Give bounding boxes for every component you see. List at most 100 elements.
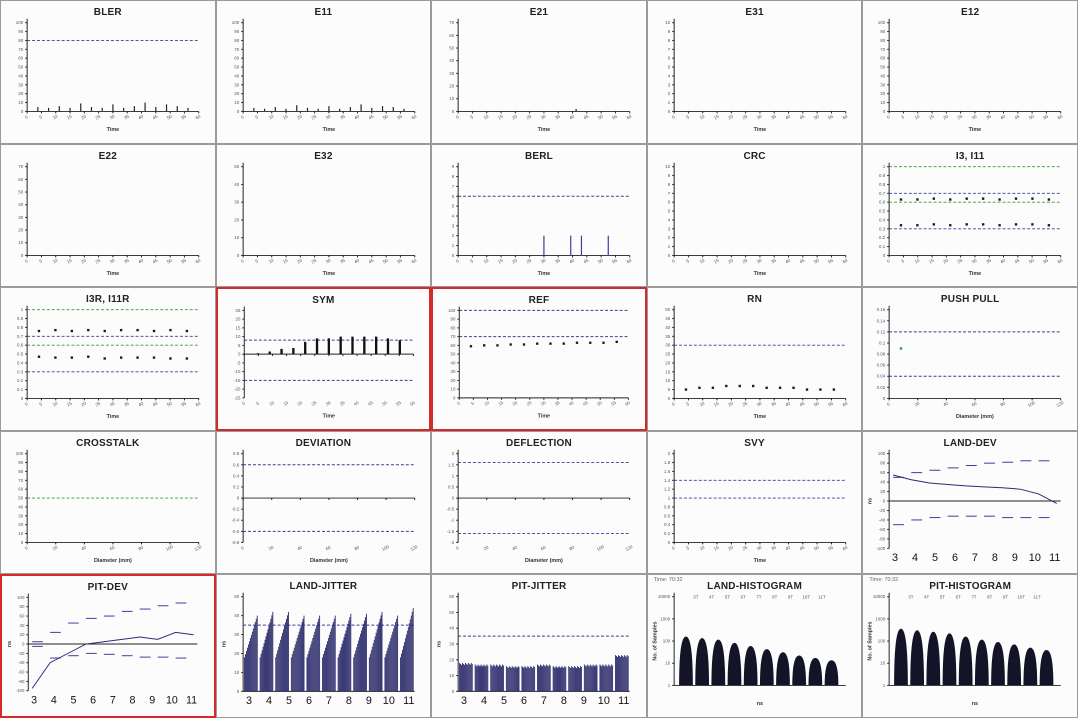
y-tick-label: 10 bbox=[234, 100, 239, 105]
jitter-bar bbox=[412, 608, 414, 692]
jitter-bar bbox=[611, 664, 613, 692]
jitter-bar bbox=[562, 667, 564, 692]
y-tick-label: 60 bbox=[18, 56, 23, 61]
jitter-bar bbox=[491, 665, 493, 692]
x-tick-label: 30 bbox=[109, 257, 116, 264]
chart-panel-e32[interactable]: E32 0 10 20 30 40 50 0 5 10 15 20 25 30 35 40 45 50 55 60 Ti… bbox=[215, 143, 432, 288]
x-tick-label: 35 bbox=[123, 257, 130, 264]
y-tick-label: 20 bbox=[18, 227, 23, 232]
chart-panel-e22[interactable]: E22 0 10 20 30 40 50 60 70 0 5 10 15 20 25 30 35 40 45 50 55… bbox=[0, 143, 216, 288]
y-tick-label: 40 bbox=[234, 73, 239, 78]
chart-panel-svy[interactable]: SVY 0 0.2 0.4 0.6 0.8 1 1.2 1.4 1.6 1.8 2 0 5 10 15 20 25… bbox=[646, 430, 863, 575]
chart-panel-sym[interactable]: SYM -25 -20 -15 -10 -5 0 5 10 15 20 25 0 5 10 15 20 25 30 3… bbox=[215, 287, 432, 431]
chart-panel-landdev[interactable]: LAND-DEV -100 -80 -60 -40 -20 0 20 40 60 80 100 3 4 5 6… bbox=[862, 430, 1078, 575]
y-tick-label: -1 bbox=[450, 518, 454, 523]
x-tick-label: 40 bbox=[353, 257, 360, 264]
chart-panel-e31[interactable]: E31 0 1 2 3 4 5 6 7 8 9 10 0 5 10 15 20 25 30 35 40 45 50 55 60 T… bbox=[646, 0, 863, 144]
plot-area: -100 -80 -60 -40 -20 0 20 40 60 80 100 3 4 5 6 7 8 9 10 11 n… bbox=[7, 593, 198, 707]
jitter-bar bbox=[334, 615, 336, 692]
jitter-bar bbox=[294, 644, 296, 692]
y-tick-label: 30 bbox=[18, 214, 23, 219]
plot-area: 1 10 100 1000 10000 ns No. of Samples 3T 4T 5T 6T 7… bbox=[868, 593, 1062, 708]
chart-panel-e21[interactable]: E21 0 10 20 30 40 50 60 70 0 5 10 15 20 25 30 35 40 45 50 55… bbox=[431, 0, 647, 144]
x-tick-label: 30 bbox=[540, 400, 547, 407]
jitter-bar bbox=[525, 667, 527, 692]
jitter-bar bbox=[309, 648, 310, 692]
chart-panel-pithist[interactable]: PIT-HISTOGRAM Time: 70:32 1 10 100 1000 10000 n… bbox=[862, 574, 1078, 718]
x-tick-label: 60 bbox=[109, 544, 116, 551]
x-tick-label: 35 bbox=[770, 257, 777, 264]
jitter-bar bbox=[325, 644, 327, 692]
jitter-bar bbox=[362, 624, 364, 692]
chart-panel-i3r[interactable]: I3R, I11R 0 0.1 0.2 0.3 0.4 0.5 0.6 0.7 0.8 0.9 1 0 5… bbox=[0, 287, 216, 431]
x-tick-label: 15 bbox=[281, 113, 288, 120]
y-tick-label: 0.08 bbox=[877, 352, 886, 357]
jitter-bar bbox=[301, 622, 303, 692]
y-tick-label: 8 bbox=[668, 182, 671, 187]
chart-title: PIT-JITTER bbox=[511, 581, 567, 593]
data-point bbox=[949, 197, 952, 201]
x-tick-label: 55 bbox=[395, 400, 402, 407]
chart-panel-i3i11[interactable]: I3, I11 0 0.1 0.2 0.3 0.4 0.5 0.6 0.7 0.8 0.9 1 0 5 10… bbox=[862, 143, 1078, 288]
x-tick-label: 20 bbox=[80, 113, 87, 120]
y-tick-label: 60 bbox=[18, 486, 23, 491]
x-tick-label: 5 bbox=[470, 258, 475, 264]
y-tick-label: 7 bbox=[668, 190, 671, 195]
x-axis-label: Time bbox=[753, 558, 766, 564]
x-tick-label: 50 bbox=[596, 400, 603, 407]
y-tick-label: 70 bbox=[449, 20, 454, 25]
plot-area: 0 10 20 30 40 50 60 70 0 5 10 15 20 25 30 35 40 45 50 55 60 T… bbox=[18, 162, 202, 277]
histogram-bell bbox=[1040, 650, 1054, 686]
jitter-bar bbox=[490, 664, 492, 692]
y-tick-label: 100 bbox=[448, 308, 456, 313]
y-tick-label: 2 bbox=[668, 451, 671, 456]
jitter-bar bbox=[514, 666, 516, 692]
jitter-bar bbox=[596, 665, 598, 692]
chart-panel-deviation[interactable]: DEVIATION -0.8 -0.6 -0.4 -0.2 0 0.2 0.4 0.6 0.8 0 2… bbox=[215, 430, 432, 575]
y-tick-label: 80 bbox=[20, 605, 25, 610]
chart-panel-crc[interactable]: CRC 0 1 2 3 4 5 6 7 8 9 10 0 5 10 15 20 25 30 35 40 45 50 55 60 T… bbox=[646, 143, 863, 288]
jitter-bar bbox=[390, 635, 392, 692]
data-bar bbox=[339, 336, 342, 355]
y-tick-label: 0.5 bbox=[879, 208, 886, 213]
chart-panel-rn[interactable]: RN 0 5 10 15 20 25 30 35 40 45 50 0 5 10 15 20 25 30 35 40 45… bbox=[646, 287, 863, 431]
x-tick-label: 11 bbox=[186, 695, 197, 707]
jitter-bar bbox=[270, 615, 272, 692]
x-tick-label: 25 bbox=[310, 257, 317, 264]
chart-panel-deflection[interactable]: DEFLECTION -2 -1.5 -1 -0.5 0 0.5 1 1.5 2 0 20 40 60 80… bbox=[431, 430, 647, 575]
jitter-bar bbox=[369, 654, 371, 692]
chart-panel-ref[interactable]: REF 0 10 20 30 40 50 60 70 80 90 100 0 5 10 15 20 25 30 35 4… bbox=[431, 287, 647, 431]
x-tick-label: 10 bbox=[166, 695, 178, 707]
y-tick-label: 100 bbox=[16, 451, 24, 456]
jitter-bar bbox=[300, 625, 302, 692]
data-point bbox=[1031, 197, 1035, 200]
chart-panel-landjitter[interactable]: LAND-JITTER 0 10 20 30 40 50 3 4 5 6 7 8 9 10 11 ns bbox=[215, 574, 432, 718]
y-tick-label: 4 bbox=[668, 217, 671, 222]
chart-panel-e12[interactable]: E12 0 10 20 30 40 50 60 70 80 90 100 0 5 10 15 20 25 30 35 4… bbox=[862, 0, 1078, 144]
jitter-bar bbox=[626, 655, 628, 692]
jitter-bar bbox=[302, 619, 304, 692]
jitter-bar bbox=[464, 665, 466, 692]
jitter-bar bbox=[321, 657, 323, 692]
y-tick-label: 70 bbox=[18, 47, 23, 52]
chart-panel-berl[interactable]: BERL 0 1 2 3 4 5 6 7 8 9 0 5 10 15 20 25 30 35 40 45 50 55 60 Ti… bbox=[431, 143, 647, 288]
x-tick-label: 55 bbox=[180, 113, 187, 120]
jitter-bar bbox=[295, 641, 297, 692]
x-tick-label: 60 bbox=[410, 113, 417, 120]
chart-panel-e11[interactable]: E11 0 10 20 30 40 50 60 70 80 90 100 0 5 10 15 20 25 30 35 4… bbox=[215, 0, 432, 144]
bin-label: 3T bbox=[693, 595, 698, 600]
y-tick-label: 0.7 bbox=[17, 334, 24, 339]
x-tick-label: 5 bbox=[685, 114, 690, 120]
x-tick-label: 55 bbox=[827, 257, 834, 264]
chart-panel-crosstalk[interactable]: CROSSTALK 0 10 20 30 40 50 60 70 80 90 100 0 20 40 60 80… bbox=[0, 430, 216, 575]
data-bar bbox=[386, 338, 389, 355]
chart-panel-pitjitter[interactable]: PIT-JITTER 0 10 20 30 40 50 60 3 4 5 6 7 8 9 10 11 ns bbox=[431, 574, 647, 718]
jitter-bar bbox=[610, 666, 612, 692]
data-point bbox=[562, 342, 566, 345]
chart-panel-bler[interactable]: BLER 0 10 20 30 40 50 60 70 80 90 100 0 5 10 15 20 25 30 35… bbox=[0, 0, 216, 144]
jitter-bar bbox=[510, 668, 512, 692]
jitter-bar bbox=[559, 667, 561, 692]
chart-panel-pushpull[interactable]: PUSH PULL 0 0.02 0.04 0.06 0.08 0.1 0.12 0.14 0.1… bbox=[862, 287, 1078, 431]
chart-panel-pitdev[interactable]: PIT-DEV -100 -80 -60 -40 -20 0 20 40 60 80 100 3 4 5 6 7… bbox=[0, 574, 216, 718]
chart-panel-landhist[interactable]: LAND-HISTOGRAM Time: 70:32 1 10 100 1000 10000… bbox=[646, 574, 863, 718]
